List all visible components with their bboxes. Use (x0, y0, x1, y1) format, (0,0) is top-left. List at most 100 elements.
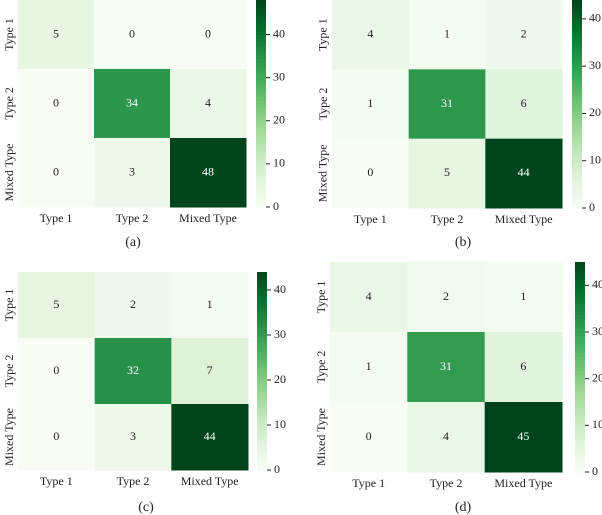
colorbar-segment (572, 107, 582, 112)
colorbar-segment (257, 410, 267, 415)
cell-label: 44 (518, 165, 530, 179)
colorbar-segment (575, 311, 585, 316)
colorbar-segment (257, 460, 267, 464)
colorbar-segment (257, 357, 267, 362)
colorbar-segment (572, 76, 582, 81)
colorbar-segment (256, 172, 266, 177)
y-tick-label: Type 2 (314, 351, 328, 384)
colorbar-segment (575, 304, 585, 309)
cell-label: 48 (202, 164, 214, 178)
colorbar-segment (256, 82, 266, 87)
colorbar-segment (257, 387, 267, 392)
colorbar-segment (256, 55, 266, 60)
colorbar-segment (256, 110, 266, 115)
colorbar-segment (575, 367, 585, 372)
colorbar-segment (572, 138, 582, 143)
colorbar-tick-label: 40 (273, 26, 285, 40)
heatmap-cell (94, 138, 171, 208)
colorbar-segment (256, 75, 266, 80)
colorbar-segment (256, 124, 266, 129)
colorbar-segment (256, 24, 266, 29)
x-tick-label: Mixed Type (494, 476, 552, 490)
colorbar-segment (257, 404, 267, 408)
y-tick-label: Type 1 (2, 289, 16, 322)
colorbar-segment (575, 318, 585, 323)
x-tick-label: Mixed Type (181, 474, 239, 488)
heatmap-cell (170, 69, 247, 139)
colorbar-segment (256, 200, 266, 205)
colorbar-segment (575, 370, 585, 375)
colorbar-segment (575, 363, 585, 368)
colorbar-segment (256, 93, 266, 98)
colorbar-segment (572, 159, 582, 164)
colorbar-segment (256, 34, 266, 39)
colorbar-segment (575, 398, 585, 403)
heatmap-cell (332, 0, 410, 70)
colorbar-tick-label: 20 (592, 370, 602, 384)
colorbar-tick-label: 30 (592, 324, 602, 338)
colorbar-segment (572, 166, 582, 171)
colorbar-segment (257, 413, 267, 418)
colorbar-segment (572, 194, 582, 199)
colorbar-segment (257, 341, 267, 346)
colorbar-segment (572, 162, 582, 167)
colorbar-segment (575, 325, 585, 330)
colorbar-segment (256, 162, 266, 167)
colorbar-segment (572, 27, 582, 32)
colorbar-segment (257, 427, 267, 431)
colorbar-segment (256, 155, 266, 160)
colorbar-segment (256, 141, 266, 146)
colorbar-tick-label: 30 (274, 327, 286, 341)
colorbar-segment (572, 173, 582, 178)
colorbar-segment (257, 420, 267, 425)
colorbar-segment (257, 417, 267, 422)
colorbar-segment (575, 458, 585, 463)
heatmap-cell (18, 404, 96, 471)
colorbar-segment (572, 201, 582, 206)
colorbar-segment (572, 62, 582, 67)
heatmap-cell (18, 272, 96, 339)
colorbar-tick-label: 0 (592, 464, 598, 478)
colorbar-segment (256, 120, 266, 125)
heatmap-cell (330, 332, 408, 403)
heatmap-cell (94, 0, 171, 70)
colorbar-segment (572, 204, 582, 209)
cell-label: 3 (130, 429, 136, 443)
colorbar-segment (256, 103, 266, 108)
colorbar-segment (256, 0, 266, 5)
colorbar-segment (257, 347, 267, 352)
colorbar-segment (575, 321, 585, 326)
colorbar-segment (575, 335, 585, 340)
colorbar-segment (575, 447, 585, 452)
colorbar-segment (256, 79, 266, 84)
colorbar-segment (575, 377, 585, 382)
colorbar-segment (572, 34, 582, 39)
cell-label: 31 (441, 96, 453, 110)
heatmap-cell (18, 338, 96, 405)
heatmap-cell (18, 0, 95, 70)
colorbar-segment (572, 180, 582, 185)
colorbar-segment (572, 3, 582, 8)
cell-label: 31 (440, 359, 452, 373)
colorbar-segment (257, 301, 267, 306)
colorbar-tick-label: 10 (589, 152, 601, 166)
heatmap-cell (408, 69, 486, 140)
colorbar-segment (256, 127, 266, 132)
y-tick-label: Mixed Type (316, 144, 330, 202)
cell-label: 1 (366, 359, 372, 373)
colorbar-segment (575, 388, 585, 393)
x-tick-label: Type 2 (117, 474, 150, 488)
colorbar-tick-label: 0 (273, 199, 279, 213)
colorbar-segment (256, 144, 266, 149)
colorbar-segment (257, 305, 267, 309)
colorbar-segment (572, 93, 582, 98)
colorbar-segment (575, 412, 585, 417)
cell-label: 4 (443, 429, 449, 443)
colorbar-segment (572, 38, 582, 43)
colorbar-segment (575, 286, 585, 291)
cell-label: 0 (366, 429, 372, 443)
colorbar-segment (575, 468, 585, 473)
heatmap-cell (485, 138, 563, 209)
colorbar-segment (256, 134, 266, 139)
colorbar-segment (256, 17, 266, 22)
